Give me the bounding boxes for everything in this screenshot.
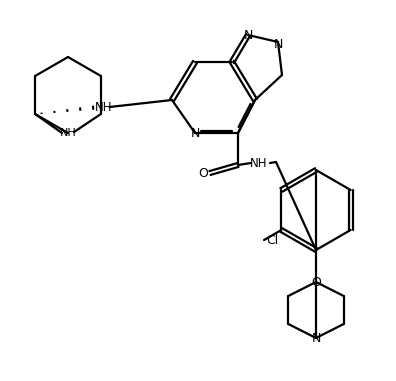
Text: O: O [198, 166, 208, 179]
Text: NH: NH [250, 157, 268, 170]
Text: N: N [311, 331, 321, 344]
Text: N: N [273, 37, 283, 51]
Text: NH: NH [95, 101, 112, 114]
Text: N: N [243, 29, 253, 42]
Text: N: N [190, 126, 200, 139]
Text: Cl: Cl [266, 234, 278, 247]
Text: NH: NH [60, 128, 76, 138]
Text: O: O [311, 275, 321, 288]
